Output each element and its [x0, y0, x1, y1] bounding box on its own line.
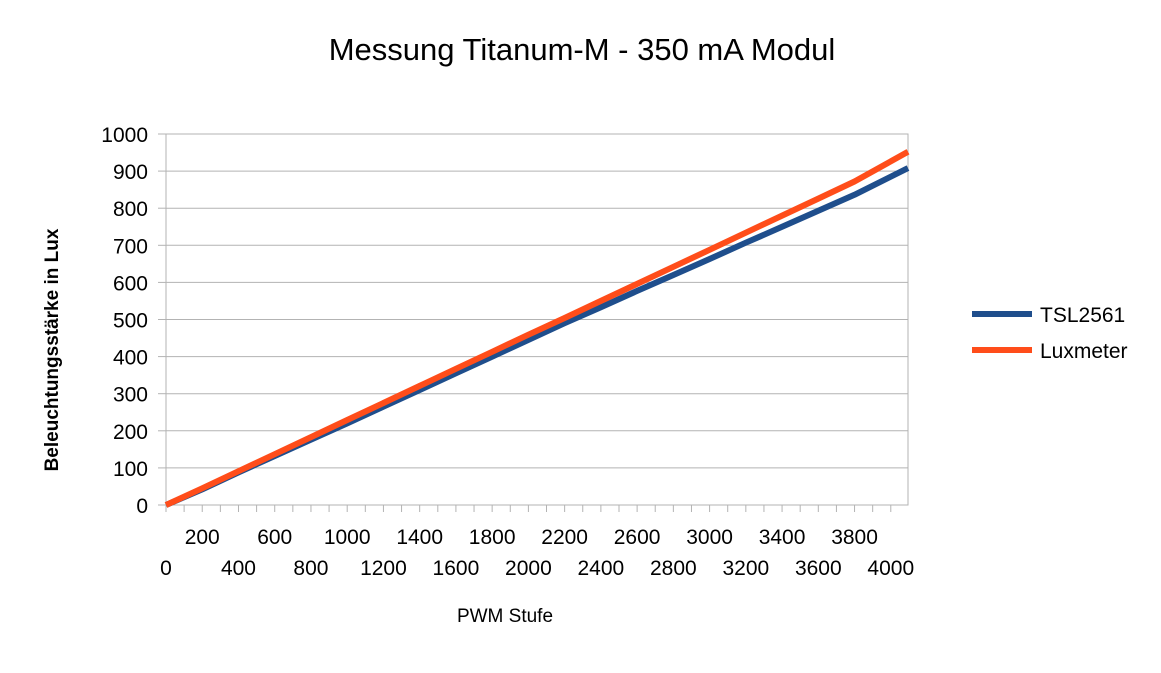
x-tick-label: 1000	[324, 526, 371, 549]
x-tick-label: 2200	[541, 526, 588, 549]
chart-title: Messung Titanum-M - 350 mA Modul	[329, 32, 836, 67]
y-axis-ticks: 0 100 200 300 400 500 600 700 800 900 1000	[101, 124, 166, 518]
x-tick-label: 800	[293, 557, 328, 580]
x-tick-label: 1400	[396, 526, 443, 549]
x-tick-label: 3400	[759, 526, 806, 549]
plot-area	[165, 133, 909, 506]
x-tick-label: 200	[185, 526, 220, 549]
x-tick-label: 600	[257, 526, 292, 549]
x-tick-label: 3200	[722, 557, 769, 580]
x-tick-label: 3600	[795, 557, 842, 580]
x-tick-label: 0	[160, 557, 172, 580]
legend: TSL2561 Luxmeter	[972, 304, 1128, 363]
legend-label: Luxmeter	[1040, 340, 1128, 363]
y-tick-label: 300	[113, 384, 148, 407]
y-tick-label: 100	[113, 458, 148, 481]
x-tick-label: 400	[221, 557, 256, 580]
series-line-luxmeter	[164, 149, 910, 508]
x-tick-label: 4000	[867, 557, 914, 580]
y-tick-label: 400	[113, 347, 148, 370]
y-tick-label: 0	[136, 495, 148, 518]
x-tick-label: 2600	[614, 526, 661, 549]
x-tick-label: 3000	[686, 526, 733, 549]
x-axis-label: PWM Stufe	[457, 606, 553, 627]
x-tick-label: 2000	[505, 557, 552, 580]
y-axis-label: Beleuchtungsstärke in Lux	[42, 228, 63, 471]
legend-label: TSL2561	[1040, 304, 1125, 327]
y-tick-label: 200	[113, 421, 148, 444]
x-tick-label: 2400	[578, 557, 625, 580]
x-tick-label: 1600	[433, 557, 480, 580]
x-tick-label: 1200	[360, 557, 407, 580]
y-tick-label: 800	[113, 198, 148, 221]
x-tick-label: 1800	[469, 526, 516, 549]
x-axis-ticks: 200 600 1000 1400 1800 2200 2600 3000 3400 3800 0 4…	[160, 505, 914, 580]
y-tick-label: 500	[113, 310, 148, 333]
y-tick-label: 900	[113, 161, 148, 184]
x-tick-label: 2800	[650, 557, 697, 580]
y-tick-label: 600	[113, 272, 148, 295]
y-tick-label: 700	[113, 235, 148, 258]
x-tick-label: 3800	[831, 526, 878, 549]
y-tick-label: 1000	[101, 124, 148, 147]
series-lines	[164, 149, 910, 508]
